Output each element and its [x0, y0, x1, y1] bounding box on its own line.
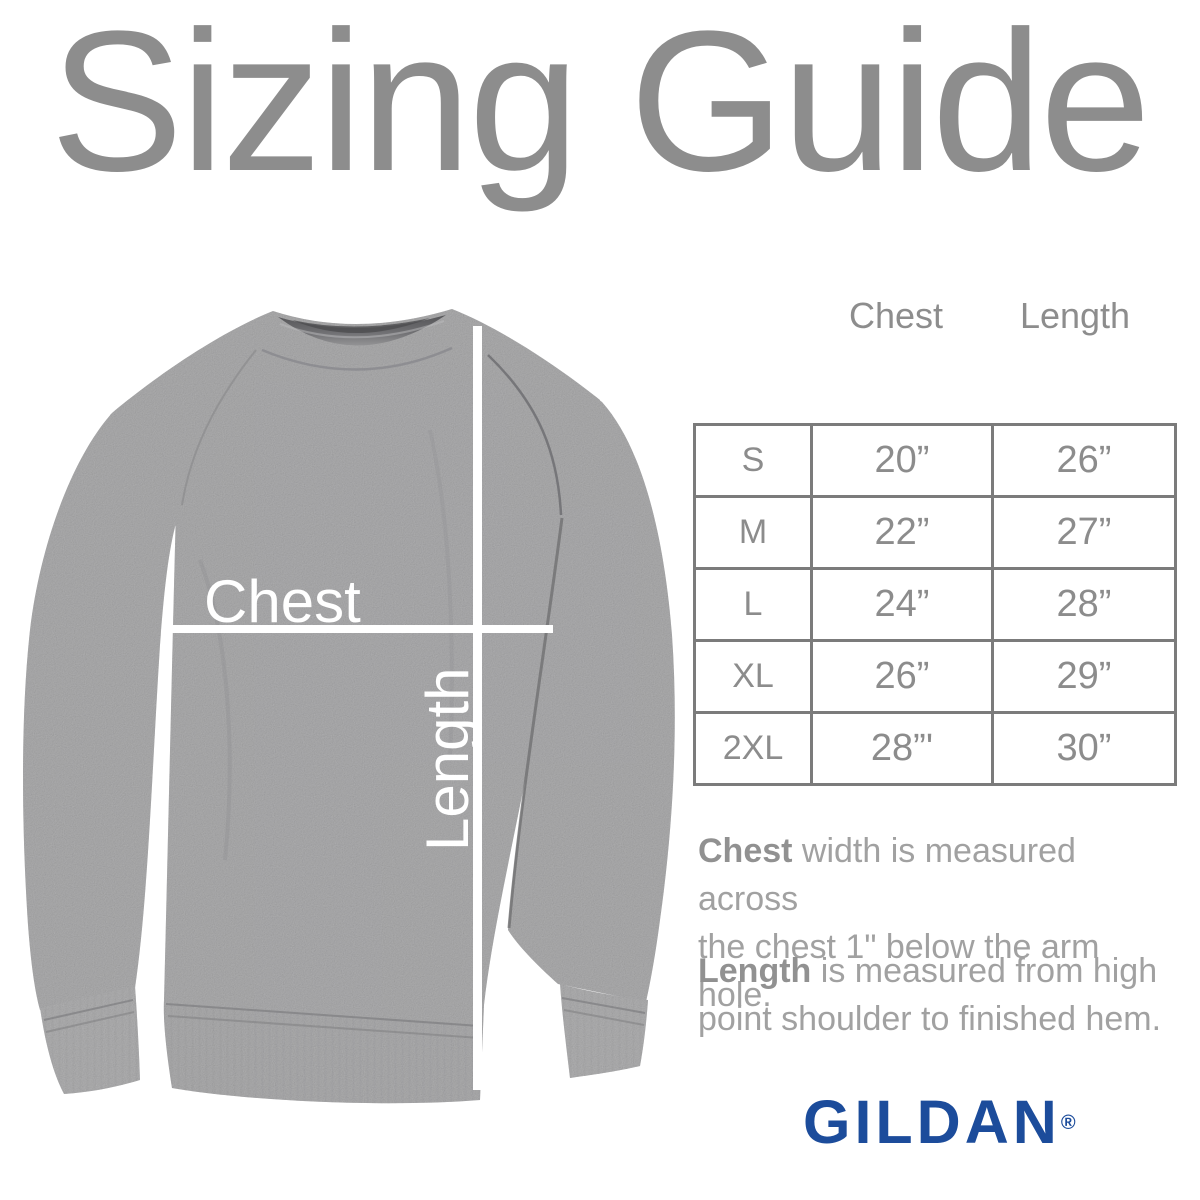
heather-noise — [23, 309, 675, 1104]
page-title: Sizing Guide — [50, 0, 1151, 213]
length-value: 28” — [991, 567, 1177, 642]
length-note-line1: Length is measured from high — [698, 947, 1178, 995]
table-row: L 24” 28” — [693, 567, 1177, 642]
garment-seams — [43, 349, 646, 1039]
chest-value: 24” — [810, 567, 994, 642]
table-row: 2XL 28”ʹ 30” — [693, 711, 1177, 786]
size-label: 2XL — [693, 711, 813, 786]
length-note-line2: point shoulder to finished hem. — [698, 1000, 1162, 1038]
length-note-term: Length — [698, 952, 812, 990]
chest-value: 22” — [810, 495, 994, 570]
chest-value: 28”ʹ — [810, 711, 994, 786]
size-label: S — [693, 423, 813, 498]
length-value: 29” — [991, 639, 1177, 714]
chest-measure-line — [163, 625, 553, 633]
registered-trademark-icon: ® — [1060, 1112, 1076, 1134]
size-label: XL — [693, 639, 813, 714]
chest-note: Chest width is measured across the chest… — [698, 827, 1178, 1019]
size-label: M — [693, 495, 813, 570]
size-label: L — [693, 567, 813, 642]
length-measure-line — [473, 326, 482, 1090]
chest-value: 20” — [810, 423, 994, 498]
chest-note-line1: Chest width is measured across — [698, 827, 1178, 923]
size-table: S 20” 26” M 22” 27” L 24” 28” XL 26” 29”… — [693, 423, 1177, 786]
gildan-wordmark: GILDAN — [803, 1088, 1061, 1156]
chest-note-term: Chest — [698, 832, 793, 870]
chest-note-line2: the chest 1" below the arm hole. — [698, 928, 1100, 1014]
table-header-length: Length — [1019, 295, 1131, 336]
chest-value: 26” — [810, 639, 994, 714]
table-header-chest: Chest — [848, 295, 944, 336]
gildan-logo: GILDAN® — [803, 1092, 1076, 1153]
table-row: XL 26” 29” — [693, 639, 1177, 714]
collar — [261, 315, 453, 371]
table-row: S 20” 26” — [693, 423, 1177, 498]
length-value: 27” — [991, 495, 1177, 570]
length-value: 26” — [991, 423, 1177, 498]
table-row: M 22” 27” — [693, 495, 1177, 570]
length-value: 30” — [991, 711, 1177, 786]
chest-note-rest: width is measured across — [698, 832, 1076, 918]
chest-measure-label: Chest — [204, 568, 361, 635]
length-note: Length is measured from high point shoul… — [698, 947, 1178, 1043]
length-note-rest: is measured from high — [811, 952, 1158, 990]
length-measure-label: Length — [414, 667, 481, 851]
measurement-annotations: Chest Length — [163, 326, 553, 1090]
